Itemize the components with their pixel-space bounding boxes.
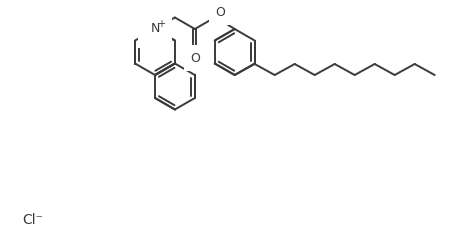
Text: N: N [150,23,160,36]
Text: +: + [157,19,165,29]
Text: O: O [190,52,200,65]
Text: Cl⁻: Cl⁻ [22,213,43,227]
Text: O: O [215,6,225,19]
